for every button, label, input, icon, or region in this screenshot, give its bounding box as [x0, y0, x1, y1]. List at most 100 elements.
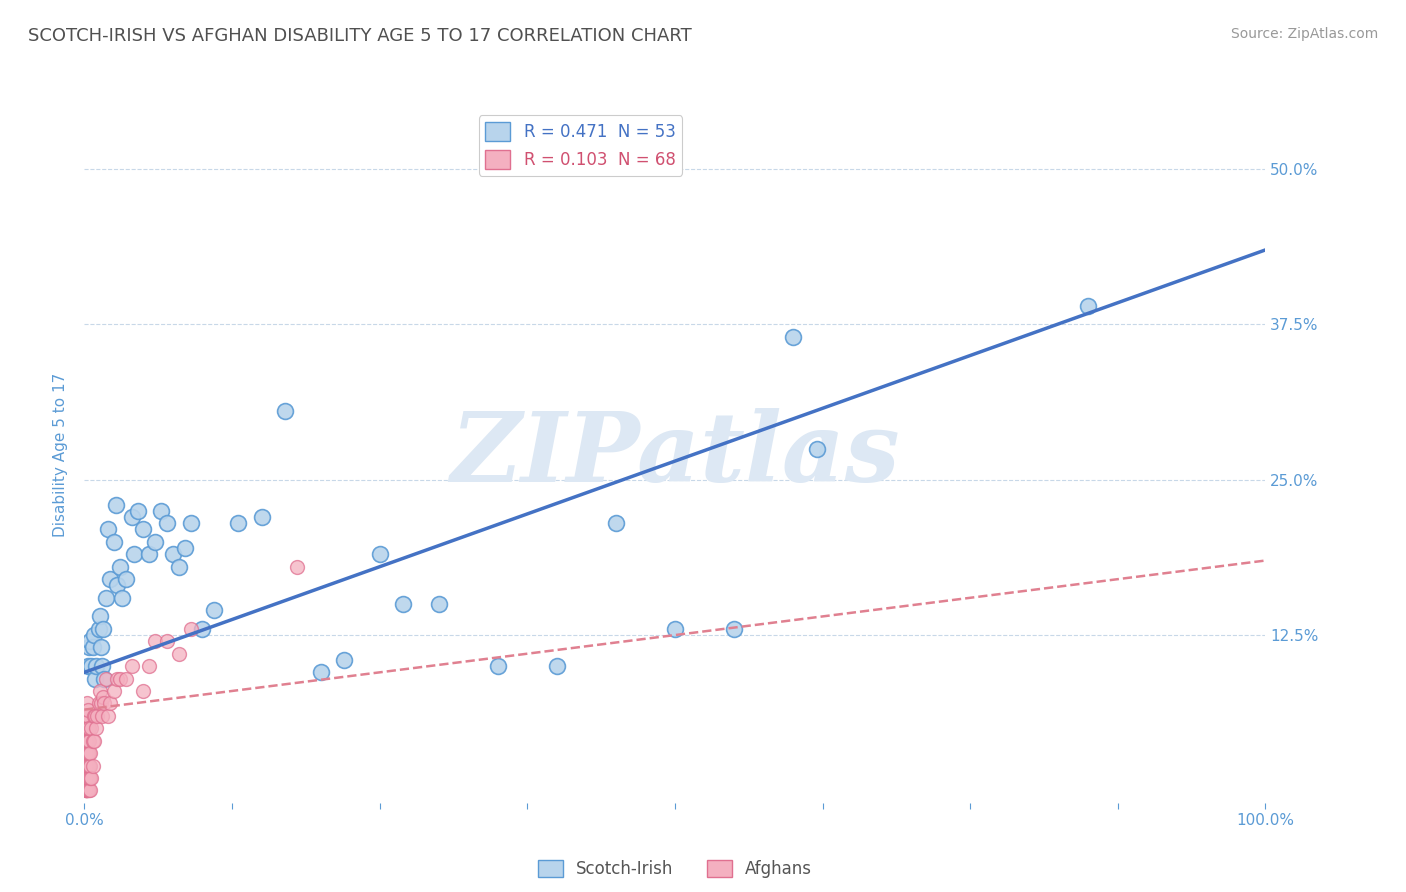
- Point: [83, 628, 105, 642]
- Point: [150, 504, 173, 518]
- Point: [94, 672, 117, 686]
- Point: [77, 703, 100, 717]
- Point: [77, 758, 100, 772]
- Point: [80, 771, 103, 785]
- Point: [75, 746, 97, 760]
- Y-axis label: Disability Age 5 to 17: Disability Age 5 to 17: [53, 373, 69, 537]
- Point: [87, 622, 110, 636]
- Point: [77, 783, 100, 797]
- Point: [84, 659, 107, 673]
- Point: [91, 708, 114, 723]
- Point: [103, 534, 125, 549]
- Point: [75, 783, 97, 797]
- Point: [77, 640, 100, 655]
- Point: [77, 758, 100, 772]
- Point: [167, 559, 190, 574]
- Point: [156, 516, 179, 531]
- Point: [76, 783, 98, 797]
- Point: [76, 771, 98, 785]
- Point: [250, 510, 273, 524]
- Point: [87, 697, 110, 711]
- Point: [127, 504, 149, 518]
- Point: [77, 771, 100, 785]
- Point: [86, 708, 108, 723]
- Point: [76, 758, 98, 772]
- Point: [77, 733, 100, 747]
- Point: [93, 697, 115, 711]
- Point: [80, 721, 103, 735]
- Point: [82, 758, 104, 772]
- Point: [84, 708, 107, 723]
- Point: [108, 559, 131, 574]
- Point: [82, 640, 104, 655]
- Text: SCOTCH-IRISH VS AFGHAN DISABILITY AGE 5 TO 17 CORRELATION CHART: SCOTCH-IRISH VS AFGHAN DISABILITY AGE 5 …: [28, 27, 692, 45]
- Point: [806, 442, 828, 456]
- Point: [226, 516, 249, 531]
- Point: [333, 653, 356, 667]
- Point: [75, 783, 97, 797]
- Point: [427, 597, 450, 611]
- Point: [93, 672, 115, 686]
- Point: [83, 708, 105, 723]
- Point: [75, 783, 97, 797]
- Point: [90, 640, 112, 655]
- Point: [156, 634, 179, 648]
- Point: [77, 721, 100, 735]
- Point: [103, 684, 125, 698]
- Point: [486, 659, 509, 673]
- Point: [309, 665, 332, 680]
- Point: [107, 578, 129, 592]
- Point: [782, 330, 804, 344]
- Point: [76, 783, 98, 797]
- Point: [75, 758, 97, 772]
- Point: [75, 783, 97, 797]
- Point: [98, 572, 121, 586]
- Text: ZIPatlas: ZIPatlas: [450, 408, 900, 502]
- Point: [77, 771, 100, 785]
- Point: [82, 733, 104, 747]
- Point: [97, 708, 120, 723]
- Point: [274, 404, 297, 418]
- Point: [77, 746, 100, 760]
- Point: [89, 684, 111, 698]
- Point: [77, 708, 100, 723]
- Point: [89, 609, 111, 624]
- Point: [121, 659, 143, 673]
- Point: [98, 697, 121, 711]
- Point: [79, 634, 101, 648]
- Point: [605, 516, 627, 531]
- Point: [97, 523, 120, 537]
- Point: [392, 597, 415, 611]
- Point: [77, 659, 100, 673]
- Point: [77, 783, 100, 797]
- Point: [75, 733, 97, 747]
- Point: [76, 733, 98, 747]
- Point: [75, 721, 97, 735]
- Point: [75, 771, 97, 785]
- Point: [114, 572, 136, 586]
- Point: [143, 534, 166, 549]
- Legend: Scotch-Irish, Afghans: Scotch-Irish, Afghans: [531, 854, 818, 885]
- Point: [84, 672, 107, 686]
- Point: [664, 622, 686, 636]
- Point: [83, 733, 105, 747]
- Point: [122, 547, 145, 561]
- Point: [285, 559, 308, 574]
- Point: [79, 771, 101, 785]
- Point: [202, 603, 225, 617]
- Point: [76, 714, 98, 729]
- Point: [138, 659, 160, 673]
- Point: [191, 622, 214, 636]
- Point: [111, 591, 134, 605]
- Point: [173, 541, 195, 555]
- Point: [162, 547, 184, 561]
- Point: [90, 697, 112, 711]
- Point: [546, 659, 568, 673]
- Point: [75, 783, 97, 797]
- Point: [91, 690, 114, 705]
- Point: [167, 647, 190, 661]
- Point: [76, 746, 98, 760]
- Point: [1077, 299, 1099, 313]
- Point: [180, 516, 202, 531]
- Point: [77, 721, 100, 735]
